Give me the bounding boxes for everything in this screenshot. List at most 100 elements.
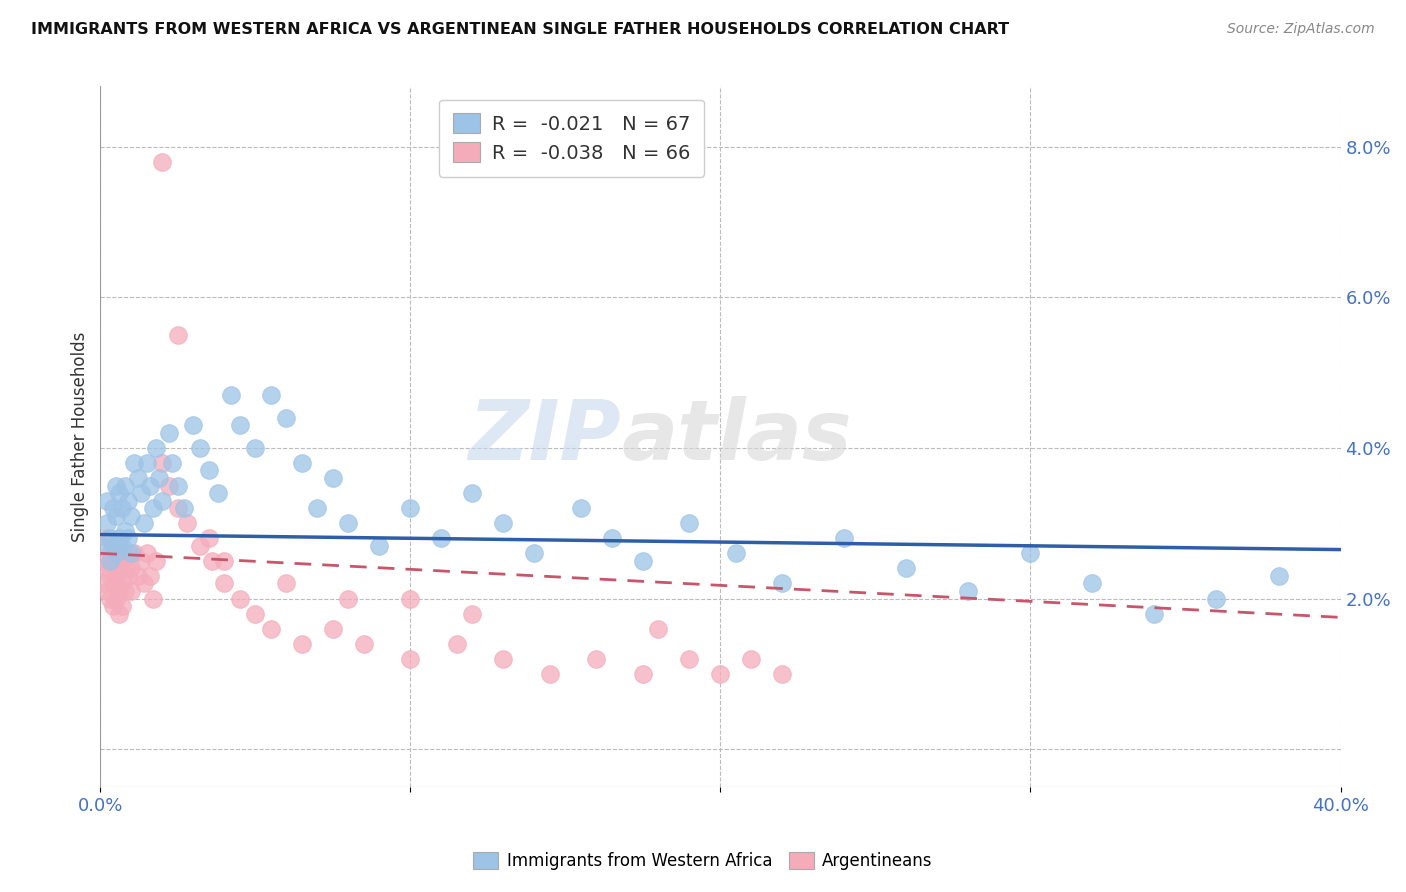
Point xyxy=(117,531,139,545)
Point xyxy=(188,539,211,553)
Point xyxy=(896,561,918,575)
Point xyxy=(678,516,700,531)
Point xyxy=(142,501,165,516)
Point xyxy=(198,463,221,477)
Text: atlas: atlas xyxy=(621,396,852,477)
Point xyxy=(139,569,162,583)
Point xyxy=(93,554,115,568)
Point xyxy=(207,486,229,500)
Point xyxy=(631,666,654,681)
Point xyxy=(108,486,131,500)
Point xyxy=(129,486,152,500)
Point xyxy=(98,546,121,560)
Point xyxy=(461,486,484,500)
Point xyxy=(117,546,139,560)
Point xyxy=(430,531,453,545)
Point xyxy=(678,652,700,666)
Point xyxy=(101,501,124,516)
Point xyxy=(201,554,224,568)
Point xyxy=(647,622,669,636)
Point xyxy=(98,591,121,606)
Point xyxy=(96,516,118,531)
Point xyxy=(167,478,190,492)
Point xyxy=(368,539,391,553)
Point xyxy=(108,561,131,575)
Point xyxy=(124,546,146,560)
Point xyxy=(101,539,124,553)
Point xyxy=(127,569,149,583)
Point xyxy=(229,591,252,606)
Point xyxy=(104,546,127,560)
Point xyxy=(585,652,607,666)
Point xyxy=(117,569,139,583)
Point xyxy=(96,493,118,508)
Point xyxy=(167,501,190,516)
Point xyxy=(104,569,127,583)
Point xyxy=(114,478,136,492)
Point xyxy=(96,584,118,599)
Point xyxy=(198,531,221,545)
Point xyxy=(569,501,592,516)
Point xyxy=(834,531,856,545)
Point xyxy=(1019,546,1042,560)
Point xyxy=(98,569,121,583)
Point xyxy=(108,607,131,621)
Point xyxy=(337,516,360,531)
Point xyxy=(96,531,118,545)
Point xyxy=(111,576,134,591)
Point xyxy=(176,516,198,531)
Point xyxy=(538,666,561,681)
Point xyxy=(957,584,980,599)
Point xyxy=(492,652,515,666)
Y-axis label: Single Father Households: Single Father Households xyxy=(72,332,89,541)
Point xyxy=(399,501,422,516)
Point xyxy=(150,154,173,169)
Point xyxy=(101,599,124,613)
Point xyxy=(108,531,131,545)
Point xyxy=(523,546,546,560)
Point xyxy=(93,539,115,553)
Point xyxy=(1205,591,1227,606)
Point xyxy=(104,478,127,492)
Point xyxy=(127,471,149,485)
Point xyxy=(124,456,146,470)
Point xyxy=(96,561,118,575)
Point xyxy=(219,388,242,402)
Point xyxy=(709,666,731,681)
Point xyxy=(108,584,131,599)
Point xyxy=(98,531,121,545)
Point xyxy=(322,471,344,485)
Text: Source: ZipAtlas.com: Source: ZipAtlas.com xyxy=(1227,22,1375,37)
Point xyxy=(111,539,134,553)
Point xyxy=(307,501,329,516)
Point xyxy=(145,441,167,455)
Point xyxy=(188,441,211,455)
Point xyxy=(291,456,314,470)
Point xyxy=(135,456,157,470)
Legend: Immigrants from Western Africa, Argentineans: Immigrants from Western Africa, Argentin… xyxy=(467,845,939,877)
Point xyxy=(114,561,136,575)
Point xyxy=(160,456,183,470)
Point xyxy=(111,554,134,568)
Point xyxy=(98,554,121,568)
Point xyxy=(114,524,136,538)
Point xyxy=(740,652,762,666)
Point xyxy=(260,622,283,636)
Point xyxy=(1143,607,1166,621)
Point xyxy=(276,410,298,425)
Point xyxy=(150,493,173,508)
Point xyxy=(120,584,142,599)
Point xyxy=(129,554,152,568)
Point xyxy=(101,576,124,591)
Point xyxy=(276,576,298,591)
Point xyxy=(337,591,360,606)
Point xyxy=(492,516,515,531)
Point xyxy=(461,607,484,621)
Point xyxy=(1267,569,1289,583)
Point xyxy=(173,501,195,516)
Point xyxy=(1081,576,1104,591)
Point xyxy=(260,388,283,402)
Point xyxy=(772,666,794,681)
Point xyxy=(183,418,205,433)
Point xyxy=(142,591,165,606)
